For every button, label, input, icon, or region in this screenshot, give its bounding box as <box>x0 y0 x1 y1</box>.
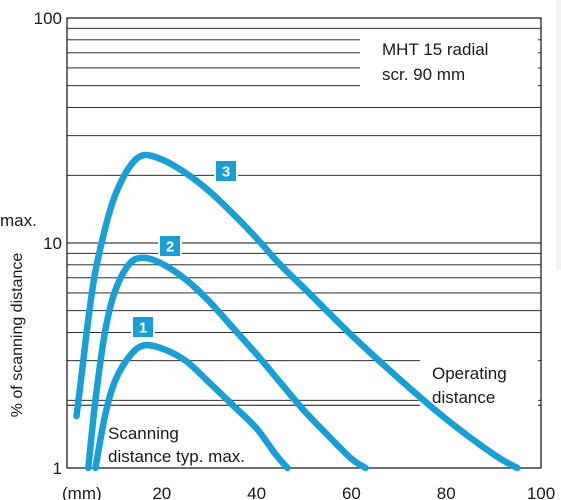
x-tick-label: 80 <box>437 484 456 500</box>
badge-box <box>131 315 155 339</box>
series-1-curve <box>92 341 291 472</box>
legend-line-1: MHT 15 radial <box>382 40 488 59</box>
right-edge-panel <box>556 0 561 270</box>
badge-label: 3 <box>222 164 230 181</box>
badge-box <box>214 159 238 183</box>
x-tick-label: 60 <box>342 484 361 500</box>
series-layer <box>73 151 521 472</box>
plot-frame <box>66 17 542 469</box>
legend-line-2: scr. 90 mm <box>382 65 465 84</box>
y-tick-labels: 1 10 100 <box>34 9 62 478</box>
scanning-label-1: Scanning <box>108 424 179 443</box>
x-tick-labels: 20 40 60 80 100 <box>152 484 555 500</box>
badge-box <box>158 234 182 258</box>
scanning-label-2: distance typ. max. <box>108 447 245 466</box>
x-tick-label: 100 <box>527 484 555 500</box>
y-tick-label: 1 <box>53 459 62 478</box>
y-axis-label: % of scanning distance <box>9 253 26 418</box>
series-2-curve <box>85 254 369 472</box>
series-1-badge: 1 <box>131 315 155 339</box>
y-tick-label: 10 <box>43 234 62 253</box>
x-tick-label: 20 <box>152 484 171 500</box>
legend-box-background <box>360 34 538 92</box>
operating-label-background <box>420 358 538 412</box>
operating-label-2: distance <box>432 388 495 407</box>
x-unit-label: (mm) <box>62 484 102 500</box>
left-cut-label: max. <box>0 211 37 230</box>
x-tick-label: 40 <box>247 484 266 500</box>
operating-label-1: Operating <box>432 364 507 383</box>
badge-layer: 1 2 3 <box>131 159 238 339</box>
y-tick-label: 100 <box>34 9 62 28</box>
badge-label: 1 <box>139 320 147 337</box>
series-3-badge: 3 <box>214 159 238 183</box>
series-2-badge: 2 <box>158 234 182 258</box>
badge-label: 2 <box>166 239 174 256</box>
series-3-curve <box>73 151 521 472</box>
